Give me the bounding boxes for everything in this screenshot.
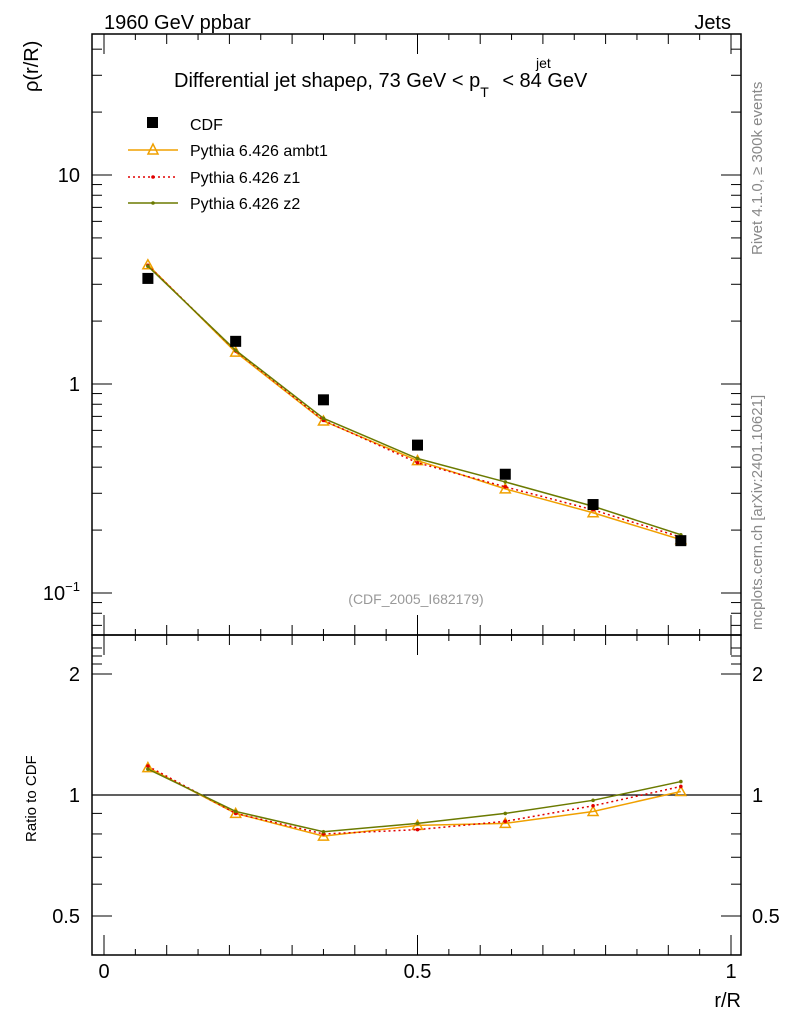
x-axis-label: r/R (714, 990, 741, 1012)
ratio-series-1-point (146, 764, 150, 768)
analysis-annotation: (CDF_2005_I682179) (348, 591, 483, 607)
title-end: < 84 GeV (497, 70, 588, 92)
legend-label-ambt1: Pythia 6.426 ambt1 (190, 143, 328, 160)
x-tick-label: 0 (98, 961, 109, 983)
ratio-series-1-point (679, 784, 683, 789)
ratio-series-2-point (233, 809, 238, 814)
main-series-3-line (147, 265, 682, 536)
ratio-series-1-point (503, 819, 508, 824)
ratio-series-2-line (147, 768, 681, 833)
main-title: Differential jet shapeρ, 73 GeV < pT < 8… (174, 70, 588, 100)
main-series-3-point (146, 264, 150, 269)
x-tick-label: 1 (725, 961, 736, 983)
main-y-tick-label: 10−1 (43, 579, 80, 605)
main-series-3-point (415, 456, 420, 461)
main-series-1-point (411, 454, 424, 466)
ratio-series-2-point (321, 829, 326, 834)
legend-label-z1: Pythia 6.426 z1 (190, 170, 300, 187)
plot-marks: 10−1 1 10 0.5 0.5 1 1 2 2 0 0.5 1 (43, 34, 780, 983)
main-series-2-point (503, 485, 508, 489)
ratio-series-2-point (415, 821, 420, 826)
ratio-y-tick-label-left: 1 (69, 785, 80, 807)
ratio-series-1-point (415, 827, 420, 832)
ratio-series-0-point (317, 829, 330, 841)
main-series-3-point (503, 480, 508, 484)
ratio-ylabel: Ratio to CDF (23, 755, 40, 842)
rivet-label: Rivet 4.1.0, ≥ 300k events (749, 82, 766, 255)
main-series-1-point (499, 482, 512, 494)
ratio-series-2-point (503, 811, 508, 816)
main-series-1-point (317, 414, 330, 426)
main-series-1-point (586, 506, 600, 518)
main-series-2-line (147, 264, 682, 538)
main-y-tick-label: 1 (69, 374, 80, 396)
cdf-data-point (317, 394, 329, 406)
legend-marker-cdf (147, 117, 158, 128)
title-sub: T (480, 84, 489, 100)
ratio-series-2-point (679, 779, 683, 784)
ratio-series-2-point (146, 767, 150, 771)
main-series-3-point (233, 348, 238, 353)
cdf-data-point (587, 499, 599, 511)
main-series-2-point (415, 460, 420, 465)
ratio-y-tick-label-left: 2 (69, 664, 80, 686)
legend: CDF Pythia 6.426 ambt1 Pythia 6.426 z1 P… (128, 117, 328, 213)
ratio-y-tick-label-right: 2 (752, 664, 763, 686)
main-ylabel: ρ(r/R) (21, 41, 43, 92)
legend-marker-z1 (151, 175, 155, 179)
cdf-data-point (230, 335, 242, 347)
main-series-1-point (141, 258, 155, 270)
main-series-3-point (321, 416, 326, 421)
cdf-data-point (412, 439, 423, 451)
main-series-1-line (147, 264, 682, 541)
main-y-tick-label: 10 (58, 165, 80, 187)
cdf-data-point (499, 468, 511, 480)
ratio-series-0-point (586, 804, 600, 817)
ratio-series-0-point (499, 816, 512, 829)
title-main: Differential jet shapeρ, 73 GeV < p (174, 70, 480, 92)
ratio-series-0-point (141, 761, 155, 773)
legend-label-z2: Pythia 6.426 z2 (190, 196, 300, 213)
header-left-label: 1960 GeV ppbar (104, 12, 251, 34)
cdf-data-point (142, 272, 154, 284)
x-tick-label: 0.5 (404, 961, 432, 983)
legend-label-cdf: CDF (190, 117, 223, 134)
mcplots-label: mcplots.cern.ch [arXiv:2401.10621] (749, 395, 766, 630)
header-right-label: Jets (694, 12, 731, 34)
ratio-series-0-point (229, 806, 242, 819)
title-sup: jet (535, 55, 551, 71)
ratio-y-tick-label-right: 1 (752, 785, 763, 807)
ratio-y-tick-label-right: 0.5 (752, 906, 780, 928)
ratio-series-2-point (591, 798, 595, 803)
ratio-y-tick-label-left: 0.5 (52, 906, 80, 928)
legend-marker-z2 (151, 201, 155, 205)
ratio-series-0-point (674, 784, 688, 797)
legend-marker-ambt1 (146, 142, 160, 155)
cdf-data-point (675, 535, 687, 547)
ratio-series-1-point (591, 804, 595, 808)
